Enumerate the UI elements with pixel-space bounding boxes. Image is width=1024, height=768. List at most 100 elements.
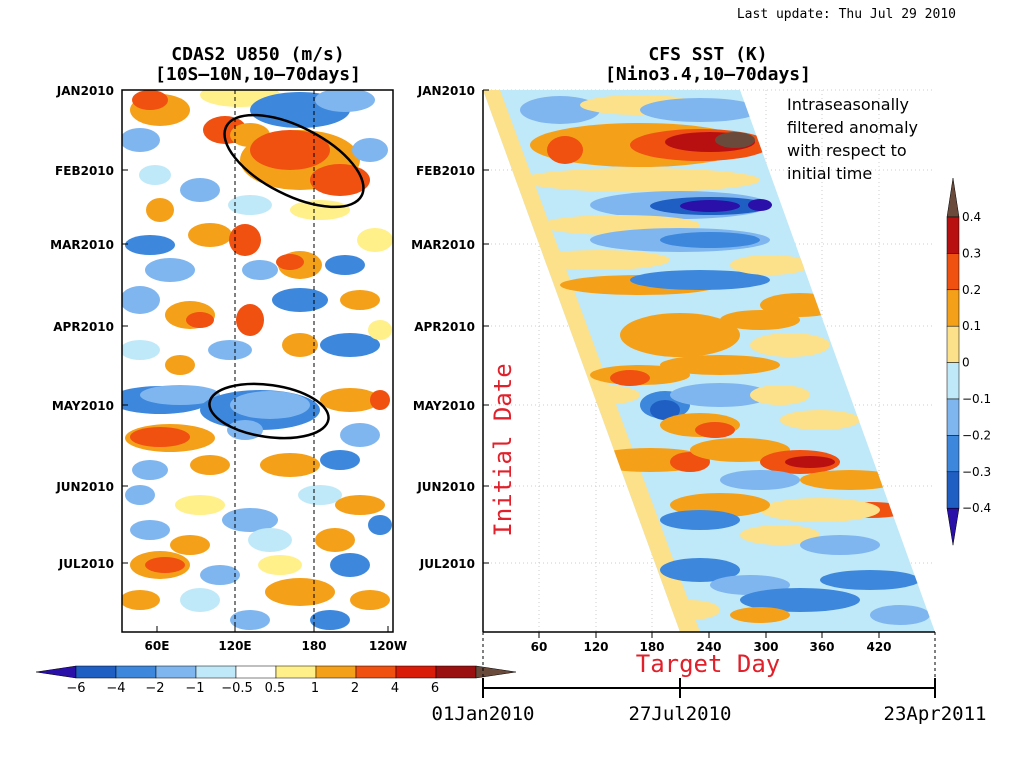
sst-y-tick-label: JAN2010 <box>417 84 475 98</box>
u850-contour-patch <box>227 420 263 440</box>
u850-x-axis: 60E 120E 180 120W <box>145 626 407 653</box>
u850-contour-patch <box>125 235 175 255</box>
sst-contour-patch <box>547 136 583 164</box>
u850-contour-patch <box>132 460 168 480</box>
sst-y-tick-label: MAY2010 <box>413 399 475 413</box>
sst-annotation: Intraseasonally filtered anomaly with resp… <box>787 95 918 183</box>
sst-x-tick-label: 240 <box>696 640 721 654</box>
u850-colorbar-label: −2 <box>145 681 164 696</box>
sst-colorbar-box <box>946 325 960 363</box>
u850-contour-patch <box>230 610 270 630</box>
sst-contour-patch <box>520 168 760 192</box>
sst-colorbar-label: −0.4 <box>962 501 991 515</box>
u850-colorbar-high-arrow <box>475 665 517 679</box>
u850-colorbar-box <box>115 665 157 679</box>
u850-colorbar-low-arrow <box>35 665 77 679</box>
u850-colorbar-label: 0.5 <box>265 681 286 696</box>
u850-contour-patch <box>310 164 370 196</box>
sst-colorbar-label: −0.3 <box>962 465 991 479</box>
sst-date-axis: 01Jan2010 27Jul2010 23Apr2011 <box>432 678 986 725</box>
sst-contour-patch <box>870 605 930 625</box>
u850-contour-patch <box>229 224 261 256</box>
sst-contour-patch <box>660 355 780 375</box>
u850-x-tick-label: 120W <box>369 639 407 653</box>
sst-contour-patch <box>800 470 900 490</box>
date-axis-label: 27Jul2010 <box>629 703 732 725</box>
u850-contour-patch <box>228 195 272 215</box>
sst-title: CFS SST (K) <box>648 44 767 65</box>
sst-contour-patch <box>740 588 860 612</box>
sst-ylabel: Initial Date <box>489 363 517 536</box>
u850-contour-patch <box>165 355 195 375</box>
sst-contour-patch <box>730 607 790 623</box>
u850-contour-patch <box>236 304 264 336</box>
sst-contour-patch <box>720 310 800 330</box>
sst-colorbar-box <box>946 362 960 400</box>
sst-contour-patch <box>820 570 920 590</box>
sst-contour-patch <box>560 385 640 405</box>
u850-colorbar-box <box>195 665 237 679</box>
highlight-ellipse-feb <box>223 113 365 209</box>
sst-x-tick-label: 120 <box>583 640 608 654</box>
sst-y-tick-label: FEB2010 <box>416 164 475 178</box>
u850-subtitle: [10S–10N,10–70days] <box>155 64 361 85</box>
u850-y-tick-label: JUN2010 <box>55 480 114 494</box>
sst-contour-patch <box>610 370 650 386</box>
u850-contour-patch <box>180 178 220 202</box>
sst-contour-patch <box>660 232 760 248</box>
u850-colorbar-label: −0.5 <box>221 681 253 696</box>
u850-contour-patch <box>350 590 390 610</box>
sst-contour-patch <box>785 456 835 468</box>
u850-contour-patch <box>208 340 252 360</box>
sst-x-axis: 60 120 180 240 300 360 420 <box>531 632 892 654</box>
u850-x-tick-label: 120E <box>218 639 251 653</box>
sst-x-tick-label: 420 <box>866 640 891 654</box>
sst-contour-patch <box>620 313 740 357</box>
u850-contour-patch <box>315 528 355 552</box>
sst-colorbar-box <box>946 253 960 291</box>
sst-contour-patch <box>660 510 740 530</box>
u850-title: CDAS2 U850 (m/s) <box>171 44 344 65</box>
sst-colorbar-box <box>946 398 960 436</box>
u850-colorbar-box <box>355 665 397 679</box>
sst-colorbar-label: 0.2 <box>962 283 981 297</box>
sst-contour-patch <box>640 98 760 122</box>
sst-colorbar-label: 0.3 <box>962 246 981 260</box>
u850-contour-patch <box>330 553 370 577</box>
sst-x-tick-label: 180 <box>639 640 664 654</box>
u850-contour-patch <box>146 198 174 222</box>
u850-y-tick-label: APR2010 <box>53 320 114 334</box>
u850-contour-patch <box>122 128 160 152</box>
u850-y-axis: JAN2010 FEB2010 MAR2010 APR2010 MAY2010 JUN20… <box>50 84 128 571</box>
u850-colorbar-box <box>275 665 317 679</box>
sst-contour-patch <box>690 438 790 462</box>
u850-x-tick-label: 60E <box>145 639 170 653</box>
u850-contour-patch <box>368 515 392 535</box>
u850-contour-patch <box>260 453 320 477</box>
sst-contour-patch <box>520 96 600 124</box>
sst-contour-patch <box>650 400 680 420</box>
sst-colorbar-label: −0.1 <box>962 392 991 406</box>
last-update-text: Last update: Thu Jul 29 2010 <box>737 7 956 22</box>
u850-y-tick-label: JUL2010 <box>58 557 114 571</box>
sst-xlabel: Target Day <box>636 650 781 678</box>
u850-colorbar: −6 −4 −2 −1 −0.5 0.5 1 2 4 6 <box>35 665 517 696</box>
u850-contour-patch <box>170 535 210 555</box>
sst-y-tick-label: JUN2010 <box>416 480 475 494</box>
u850-colorbar-label: −4 <box>106 681 125 696</box>
u850-contour-patch <box>320 450 360 470</box>
date-axis-label: 01Jan2010 <box>432 703 535 725</box>
annotation-line: with respect to <box>787 141 907 160</box>
u850-contour-patch <box>186 312 214 328</box>
u850-contour-patch <box>335 495 385 515</box>
u850-contour-patch <box>248 528 292 552</box>
sst-contour-patch <box>680 200 740 212</box>
sst-contour-patch <box>660 600 720 620</box>
sst-contour-patch <box>630 270 770 290</box>
annotation-line: initial time <box>787 164 872 183</box>
u850-contour-patch <box>352 138 388 162</box>
sst-panel: CFS SST (K) [Nino3.4,10–70days] JAN2010 F… <box>411 44 986 725</box>
u850-contour-patch <box>320 333 380 357</box>
u850-contour-patch <box>325 255 365 275</box>
